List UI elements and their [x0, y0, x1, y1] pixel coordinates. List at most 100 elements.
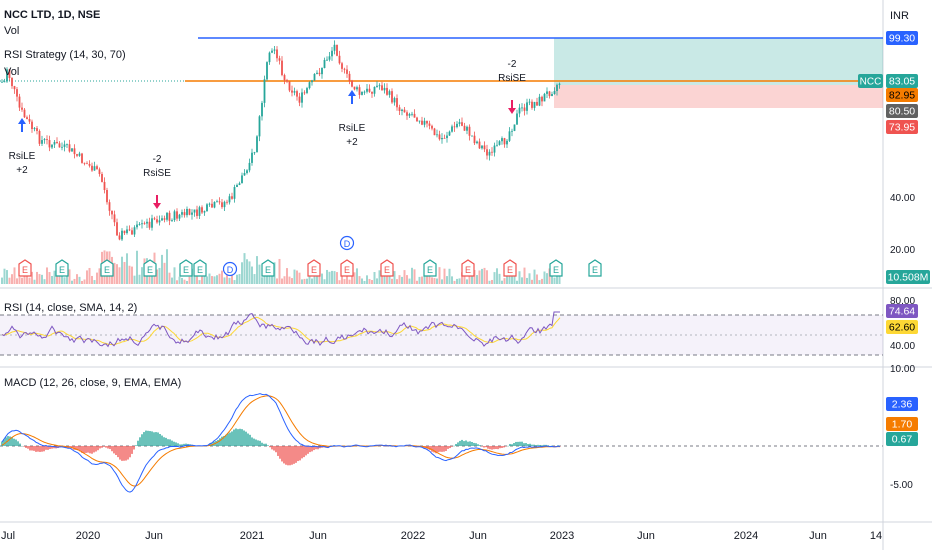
time-tick[interactable]: 2024	[734, 530, 758, 542]
volume-label-2[interactable]: Vol	[4, 66, 19, 78]
candle-body	[143, 223, 146, 225]
macd-histogram-bar	[223, 435, 225, 446]
candle-body	[446, 135, 448, 139]
macd-histogram-bar	[15, 439, 17, 446]
signal-value-badge[interactable]: 1.70	[886, 417, 918, 431]
candle-body	[511, 130, 513, 132]
rsi-lines[interactable]	[1, 311, 561, 348]
last-price-badge[interactable]: 83.05	[886, 74, 918, 88]
time-tick[interactable]: 14	[870, 530, 882, 542]
volume-bar	[396, 279, 398, 284]
event-marker-earnings[interactable]: E	[193, 259, 207, 277]
time-tick[interactable]: 2020	[76, 530, 100, 542]
signal-label: RsiLE	[339, 123, 366, 134]
event-marker-earnings[interactable]: E	[179, 259, 193, 277]
macd-histogram-bar	[497, 446, 499, 450]
candle-body	[518, 107, 521, 114]
strategy-label[interactable]: RSI Strategy (14, 30, 70)	[4, 49, 126, 61]
signal-rsise-1[interactable]: -2 RsiSE	[143, 154, 171, 209]
strategy-signals[interactable]: RsiLE +2 -2 RsiSE RsiLE +2 -2 RsiSE	[9, 59, 527, 209]
rsi-value-badge[interactable]: 74.64	[886, 304, 918, 318]
volume-bar	[386, 270, 388, 284]
time-tick[interactable]: 2021	[240, 530, 264, 542]
stop-price-badge[interactable]: 73.95	[886, 120, 918, 134]
macd-histogram-bar	[471, 441, 473, 446]
event-marker-earnings[interactable]: E	[588, 259, 602, 277]
volume-bar	[301, 279, 303, 284]
profit-zone[interactable]	[554, 38, 883, 85]
time-tick[interactable]: Jun	[145, 530, 163, 542]
macd-histogram-bar	[121, 446, 123, 461]
event-marker-dividend[interactable]: D	[222, 261, 238, 277]
signal-rsile-2[interactable]: RsiLE +2	[339, 90, 366, 148]
loss-zone[interactable]	[554, 85, 883, 108]
avg-price-badge[interactable]: 82.95	[886, 88, 918, 102]
histogram-value-badge[interactable]: 0.67	[886, 432, 918, 446]
time-tick[interactable]: Jun	[809, 530, 827, 542]
macd-histogram-bar	[527, 444, 529, 446]
candle-body	[421, 120, 423, 125]
candle-body	[46, 139, 48, 141]
macd-histogram-bar	[261, 442, 263, 446]
event-marker-earnings[interactable]: E	[549, 259, 563, 277]
time-tick[interactable]: 2022	[401, 530, 425, 542]
ticker-tag-text: NCC	[860, 77, 882, 88]
rsi-ma-value-badge-bg	[886, 320, 918, 334]
macd-histogram-bar	[159, 434, 161, 446]
prev-close-badge[interactable]: 80.50	[886, 104, 918, 118]
volume-bar	[388, 276, 391, 284]
candle-body	[351, 80, 353, 87]
volume-label[interactable]: Vol	[4, 25, 19, 37]
time-tick[interactable]: Jun	[637, 530, 655, 542]
event-marker-earnings[interactable]: E	[380, 259, 394, 277]
macd-value-badge[interactable]: 2.36	[886, 397, 918, 411]
macd-legend[interactable]: MACD (12, 26, close, 9, EMA, EMA)	[4, 377, 181, 389]
event-marker-earnings[interactable]: E	[100, 259, 114, 277]
macd-histogram-bar	[507, 445, 509, 447]
volume-bar	[461, 272, 463, 284]
volume-bar	[181, 277, 183, 284]
volume-bar	[228, 277, 231, 284]
volume-badge[interactable]: 10.508M	[886, 270, 930, 284]
event-marker-earnings[interactable]: E	[18, 259, 32, 277]
macd-lines[interactable]	[1, 393, 561, 493]
time-tick[interactable]: Jun	[469, 530, 487, 542]
candle-body	[283, 75, 286, 81]
event-marker-earnings[interactable]: E	[503, 259, 517, 277]
price-candles[interactable]	[1, 40, 561, 242]
rsi-legend[interactable]: RSI (14, close, SMA, 14, 2)	[4, 302, 137, 314]
candle-body	[76, 154, 78, 156]
time-tick[interactable]: Jun	[309, 530, 327, 542]
event-marker-earnings[interactable]: E	[340, 259, 354, 277]
event-marker-earnings[interactable]: E	[55, 259, 69, 277]
volume-bar	[538, 280, 541, 284]
macd-histogram-bar	[221, 436, 223, 446]
event-letter: E	[59, 265, 65, 275]
time-tick[interactable]: 2023	[550, 530, 574, 542]
time-tick[interactable]: Jul	[1, 530, 15, 542]
macd-histogram-bar	[37, 446, 39, 452]
event-marker-earnings[interactable]: E	[307, 259, 321, 277]
macd-histogram-bar	[167, 439, 169, 446]
rsi-ma-value-badge[interactable]: 62.60	[886, 320, 918, 334]
volume-bar	[453, 280, 456, 284]
event-marker-earnings[interactable]: E	[423, 259, 437, 277]
event-marker-earnings[interactable]: E	[261, 259, 275, 277]
signal-rsise-2[interactable]: -2 RsiSE	[498, 59, 526, 114]
macd-histogram-bar	[531, 444, 533, 446]
macd-histogram-bar	[227, 433, 229, 446]
target-price-badge[interactable]: 99.30	[886, 31, 918, 45]
macd-histogram-bar	[161, 435, 163, 446]
signal-rsile-1[interactable]: RsiLE +2	[9, 118, 36, 176]
event-marker-earnings[interactable]: E	[143, 259, 157, 277]
candle-body	[48, 140, 51, 148]
volume-bars	[1, 249, 561, 284]
event-marker-earnings[interactable]: E	[461, 259, 475, 277]
ticker-tag[interactable]: NCC	[858, 74, 883, 88]
event-markers[interactable]: E E E E E E D E E E E E E E E ED	[18, 235, 602, 277]
volume-bar	[431, 277, 433, 284]
symbol-title[interactable]: NCC LTD, 1D, NSE	[4, 9, 100, 21]
volume-bar	[283, 276, 286, 284]
event-marker-dividend-floating[interactable]: D	[339, 235, 355, 251]
